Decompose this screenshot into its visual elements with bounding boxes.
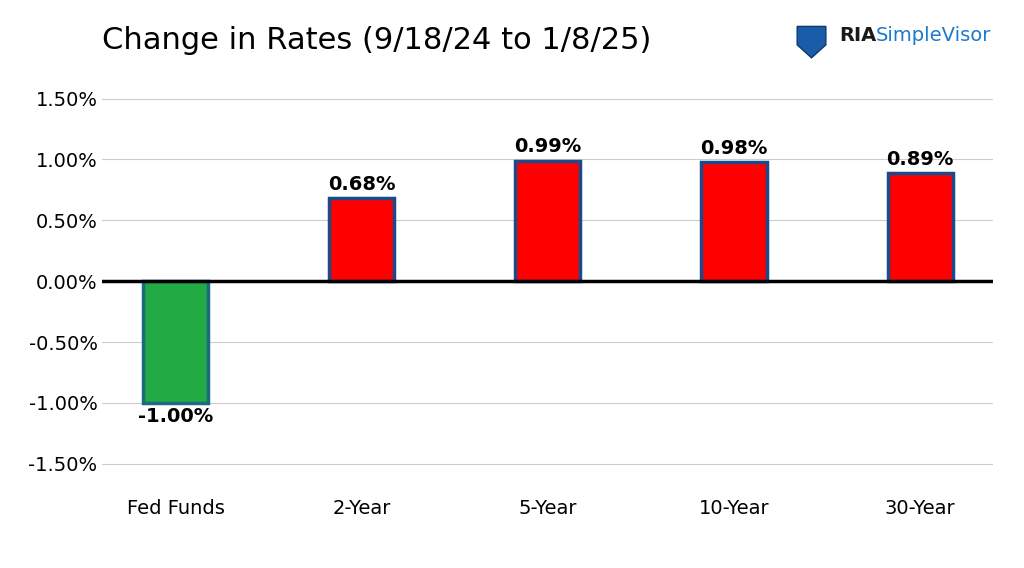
Bar bbox=[515, 161, 581, 281]
Text: SimpleVisor: SimpleVisor bbox=[876, 26, 991, 44]
Polygon shape bbox=[797, 26, 825, 58]
Text: Change in Rates (9/18/24 to 1/8/25): Change in Rates (9/18/24 to 1/8/25) bbox=[102, 26, 651, 55]
Text: RIA: RIA bbox=[840, 26, 877, 44]
Text: 0.98%: 0.98% bbox=[700, 139, 768, 157]
Bar bbox=[329, 198, 394, 281]
Text: 0.89%: 0.89% bbox=[887, 149, 954, 169]
Text: 0.68%: 0.68% bbox=[328, 175, 395, 194]
Text: 0.99%: 0.99% bbox=[514, 137, 582, 156]
Text: -1.00%: -1.00% bbox=[138, 407, 213, 426]
Bar bbox=[888, 173, 952, 281]
Bar bbox=[143, 281, 208, 403]
Bar bbox=[701, 162, 767, 281]
